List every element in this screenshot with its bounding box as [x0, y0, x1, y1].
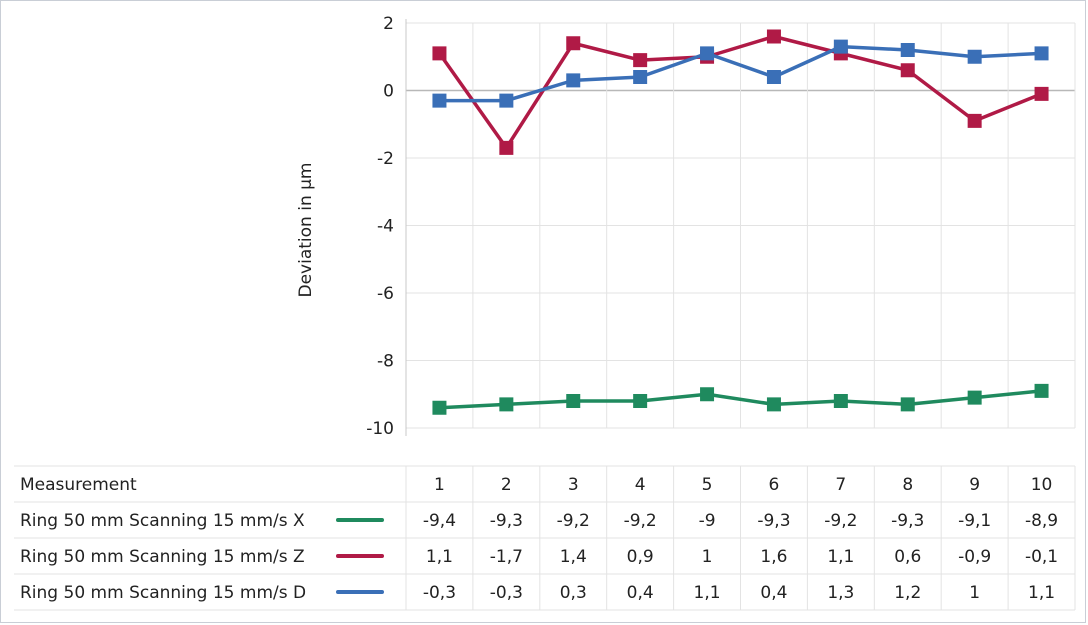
data-point-marker [432, 400, 447, 415]
data-value-label: 0,6 [894, 547, 921, 567]
data-point-marker [1034, 86, 1049, 101]
data-value-label: 0,4 [760, 583, 787, 603]
grid [405, 22, 1076, 429]
x-category-label: 1 [434, 475, 445, 495]
x-category-label: 2 [501, 475, 512, 495]
data-table: Measurement 1 2 3 4 5 6 7 8 9 10 Ring 50 mm Scannin… [14, 465, 1076, 611]
series-line [439, 389, 1042, 410]
data-value-label: -9,3 [891, 511, 924, 531]
series-lines [432, 29, 1049, 415]
y-tick-label: 0 [383, 82, 394, 102]
series-line [438, 34, 1043, 150]
data-point-marker [766, 70, 781, 84]
data-value-label: 0,3 [560, 583, 587, 603]
data-point-marker [566, 36, 581, 51]
data-point-marker [766, 29, 781, 44]
y-axis-title: Deviation in µm [296, 163, 316, 298]
data-value-label: 1 [969, 583, 980, 603]
data-point-marker [1034, 383, 1049, 398]
data-point-marker [499, 140, 514, 155]
data-point-marker [900, 397, 915, 412]
y-tick-label: 2 [383, 14, 394, 34]
data-point-marker [967, 113, 982, 128]
data-value-label: -9,3 [757, 511, 790, 531]
data-value-label: 1,2 [894, 583, 921, 603]
data-point-marker [700, 387, 715, 402]
data-point-marker [833, 39, 848, 54]
data-value-label: -9,2 [824, 511, 857, 531]
data-value-label: -9,2 [624, 511, 657, 531]
data-point-marker [766, 397, 781, 412]
data-value-label: 1,6 [760, 547, 787, 567]
data-value-label: -9,3 [490, 511, 523, 531]
data-point-marker [499, 93, 514, 108]
data-point-marker [900, 63, 915, 78]
data-point-marker [633, 394, 648, 408]
data-point-marker [700, 46, 715, 61]
data-value-label: -0,3 [490, 583, 523, 603]
data-value-label: 1,3 [827, 583, 854, 603]
x-category-label: 4 [635, 475, 646, 495]
data-value-label: -9,4 [423, 511, 456, 531]
data-value-label: 1,1 [426, 547, 453, 567]
x-category-label: 8 [902, 475, 913, 495]
data-value-label: 1,4 [560, 547, 587, 567]
data-value-label: 1,1 [1028, 583, 1055, 603]
data-value-label: -8,9 [1025, 511, 1058, 531]
data-point-marker [432, 93, 447, 108]
data-value-label: -0,9 [958, 547, 991, 567]
data-value-label: 1,1 [827, 547, 854, 567]
y-tick-label: -2 [377, 149, 394, 169]
x-category-label: 3 [568, 475, 579, 495]
data-value-label: -9 [699, 511, 716, 531]
data-value-label: -9,1 [958, 511, 991, 531]
x-category-label: 9 [969, 475, 980, 495]
data-point-marker [900, 43, 915, 57]
data-point-marker [967, 49, 982, 64]
data-value-label: -0,3 [423, 583, 456, 603]
data-point-marker [432, 46, 447, 61]
axes: 2 0 -2 -4 -6 -8 -10 [366, 14, 407, 439]
data-point-marker [633, 53, 648, 68]
legend-series-name: Ring 50 mm Scanning 15 mm/s Z [20, 547, 305, 567]
data-point-marker [1034, 46, 1049, 61]
data-point-marker [499, 397, 514, 412]
data-value-label: 1 [702, 547, 713, 567]
y-tick-label: -8 [377, 352, 394, 372]
data-value-label: 0,4 [627, 583, 654, 603]
data-point-marker [833, 394, 848, 408]
x-category-label: 7 [835, 475, 846, 495]
data-point-marker [566, 73, 581, 88]
data-point-marker [566, 394, 581, 408]
data-point-marker [967, 390, 982, 405]
x-category-label: 5 [702, 475, 713, 495]
data-point-marker [633, 70, 648, 84]
series-line [439, 44, 1042, 103]
data-value-label: -9,2 [557, 511, 590, 531]
data-value-label: -1,7 [490, 547, 523, 567]
legend-series-name: Ring 50 mm Scanning 15 mm/s X [20, 511, 305, 531]
y-tick-label: -10 [366, 419, 394, 439]
data-value-label: 1,1 [694, 583, 721, 603]
x-category-label: 10 [1031, 475, 1053, 495]
y-tick-label: -4 [377, 217, 394, 237]
x-category-label: 6 [769, 475, 780, 495]
legend-series-name: Ring 50 mm Scanning 15 mm/s D [20, 583, 306, 603]
data-value-label: 0,9 [627, 547, 654, 567]
y-tick-label: -6 [377, 284, 394, 304]
data-value-label: -0,1 [1025, 547, 1058, 567]
x-axis-title: Measurement [20, 475, 137, 495]
